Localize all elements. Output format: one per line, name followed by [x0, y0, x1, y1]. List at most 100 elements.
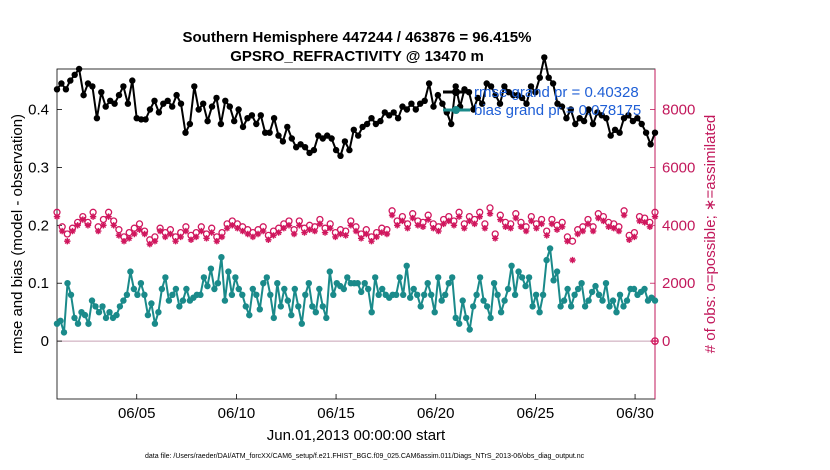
- rmse-point: [328, 135, 335, 142]
- bias-point: [522, 282, 529, 290]
- obs-assimilated-point: [409, 214, 416, 222]
- rmse-point: [625, 112, 632, 119]
- x-tick-label: 06/10: [218, 405, 256, 422]
- obs-assimilated-point: [79, 216, 86, 223]
- bias-point: [529, 303, 536, 310]
- rmse-point: [200, 100, 207, 107]
- bias-point: [487, 314, 494, 322]
- rmse-point: [567, 106, 574, 113]
- obs-assimilated-point: [125, 235, 133, 242]
- rmse-point: [638, 120, 645, 128]
- bias-point: [211, 285, 218, 293]
- bias-point: [564, 285, 571, 293]
- rmse-point: [89, 83, 96, 90]
- right-tick-label: 0: [662, 333, 670, 350]
- bias-point: [242, 303, 249, 310]
- bias-point: [228, 291, 236, 298]
- rmse-point: [518, 94, 526, 102]
- rmse-point: [248, 112, 256, 119]
- rmse-point: [169, 103, 176, 110]
- bias-point: [312, 309, 319, 316]
- bias-point: [578, 280, 585, 287]
- rmse-point: [585, 106, 592, 113]
- bias-point: [116, 303, 124, 310]
- rmse-point: [412, 106, 419, 113]
- bias-point: [64, 280, 71, 287]
- bias-point: [428, 291, 435, 298]
- rmse-point: [479, 100, 486, 107]
- bias-point: [396, 274, 403, 281]
- rmse-point: [501, 83, 508, 90]
- obs-assimilated-point: [620, 211, 628, 219]
- rmse-point: [164, 97, 171, 105]
- right-tick-label: 6000: [662, 159, 695, 176]
- rmse-point: [492, 91, 499, 99]
- legend-bias-label: bias grand pr = 0.078175: [474, 102, 641, 119]
- obs-assimilated-point: [595, 214, 602, 222]
- obs-assimilated-point: [461, 225, 468, 232]
- left-tick-label: 0.3: [28, 159, 49, 176]
- rmse-point: [93, 115, 101, 122]
- obs-assimilated-point: [373, 233, 380, 241]
- rmse-point: [607, 132, 614, 139]
- bias-point: [602, 280, 610, 287]
- bias-point: [130, 285, 138, 293]
- bias-point: [214, 280, 222, 287]
- y-axis-label-right: # of obs: o=possible; ∗=assimilated: [702, 115, 719, 354]
- rmse-point: [337, 152, 344, 159]
- obs-assimilated-point: [151, 238, 159, 245]
- data-file-footnote: data file: /Users/raeder/DAI/ATM_forcXX/…: [145, 453, 585, 460]
- bias-point: [232, 274, 239, 281]
- bias-point: [400, 291, 407, 298]
- rmse-point: [310, 146, 318, 154]
- bias-point: [379, 285, 386, 293]
- obs-assimilated-point: [579, 227, 587, 235]
- obs-assimilated-point: [280, 225, 288, 232]
- bias-point: [365, 285, 372, 293]
- bias-point: [463, 314, 470, 322]
- obs-assimilated-point: [476, 213, 483, 220]
- obs-assimilated-point: [641, 219, 648, 226]
- rmse-point: [208, 103, 216, 110]
- rmse-point: [262, 129, 269, 136]
- obs-assimilated-point: [218, 233, 226, 241]
- obs-assimilated-point: [249, 233, 257, 241]
- obs-assimilated-point: [254, 230, 262, 238]
- bias-point: [298, 320, 305, 327]
- obs-assimilated-point: [564, 238, 571, 245]
- bias-point: [200, 274, 208, 281]
- bias-point: [151, 320, 159, 327]
- legend: rmse grand pr = 0.40328 bias grand pr = …: [443, 84, 641, 119]
- rmse-point: [275, 132, 282, 139]
- bias-point: [326, 268, 333, 275]
- rmse-point: [191, 83, 198, 90]
- obs-assimilated-point: [285, 222, 293, 229]
- bias-point: [316, 285, 323, 293]
- chart-title: Southern Hemisphere 447244 / 463876 = 96…: [183, 29, 532, 46]
- obs-assimilated-point: [414, 222, 422, 229]
- bias-point: [508, 262, 515, 269]
- rmse-point: [474, 94, 481, 102]
- obs-assimilated-point: [321, 229, 329, 236]
- left-tick-label: 0.2: [28, 217, 49, 234]
- bias-point: [95, 309, 103, 316]
- bias-point: [141, 291, 148, 298]
- obs-assimilated-point: [332, 233, 339, 241]
- obs-assimilated-point: [615, 227, 623, 235]
- bias-point: [470, 303, 477, 310]
- bias-point: [162, 274, 169, 281]
- bias-point: [445, 280, 452, 287]
- rmse-point: [647, 141, 654, 148]
- obs-assimilated-point: [69, 227, 76, 235]
- obs-assimilated-point: [610, 225, 617, 232]
- rmse-point: [377, 117, 384, 125]
- obs-assimilated-point: [394, 222, 401, 229]
- bias-point: [361, 280, 368, 287]
- obs-assimilated-point: [84, 222, 92, 229]
- obs-assimilated-point: [553, 226, 561, 233]
- obs-assimilated-point: [517, 223, 525, 230]
- series-bias: [53, 245, 659, 336]
- rmse-point: [408, 100, 415, 107]
- rmse-point: [288, 135, 295, 142]
- rmse-point: [332, 146, 340, 154]
